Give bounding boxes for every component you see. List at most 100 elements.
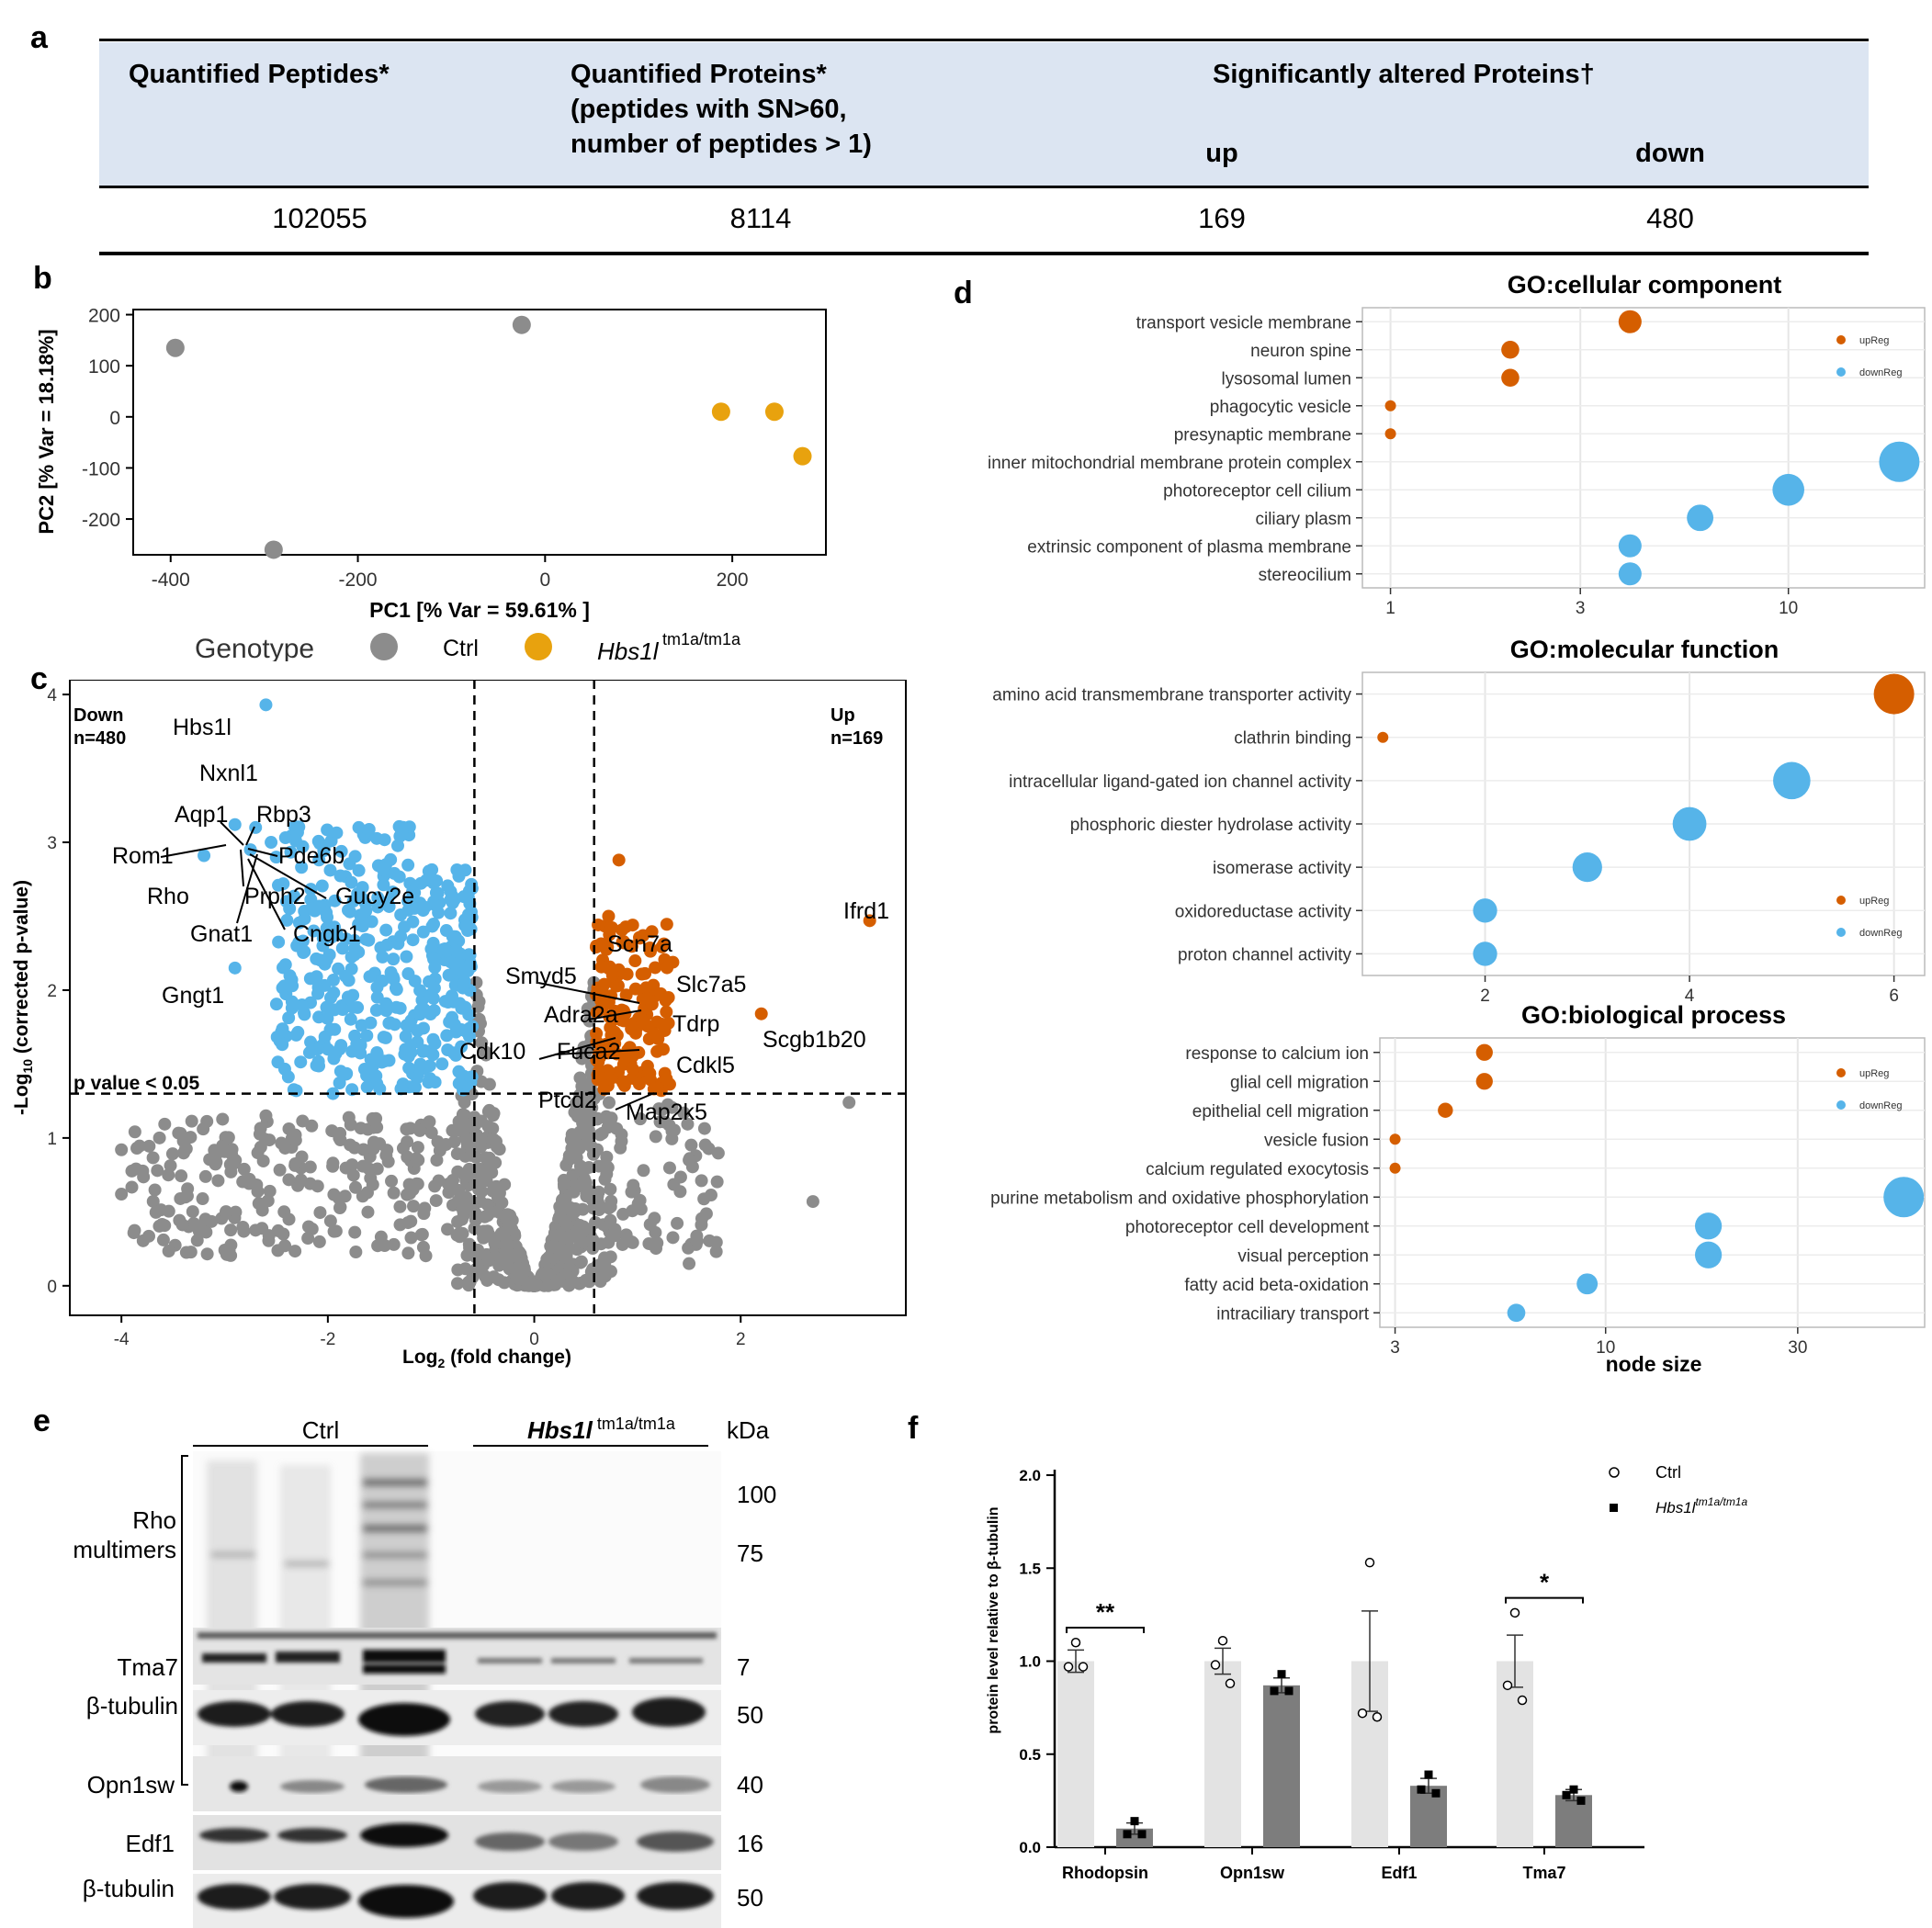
- volcano-point-ns: [695, 1218, 708, 1232]
- volcano-point-down: [462, 948, 476, 962]
- volcano-point-down: [444, 885, 458, 898]
- volcano-point-ns: [577, 1173, 591, 1187]
- volcano-point-up: [605, 968, 619, 982]
- bar-significance-label: **: [1096, 1598, 1115, 1626]
- blot-marker-7: 7: [737, 1653, 750, 1681]
- gene-label-adra2a: Adra2a: [544, 1002, 618, 1028]
- volcano-xlabel: Log2 (fold change): [402, 1347, 571, 1370]
- volcano-point-down: [278, 831, 292, 845]
- volcano-point-ns: [229, 1205, 243, 1219]
- volcano-point-ns: [695, 1174, 708, 1188]
- bar-marks: ***: [1057, 1557, 1592, 1847]
- go-dot-downReg: [1879, 441, 1920, 482]
- volcano-point-down: [379, 923, 393, 937]
- volcano-point-down: [406, 933, 420, 947]
- go-dot-downReg: [1883, 1177, 1925, 1218]
- bar-point-ctrl: [1357, 1708, 1368, 1719]
- volcano-point-ns: [344, 1118, 357, 1132]
- table-header-significant: Significantly altered Proteins†: [1213, 60, 1595, 89]
- volcano-point-ns: [502, 1222, 515, 1235]
- volcano-point-down: [329, 926, 343, 940]
- go-dot-downReg: [1773, 761, 1811, 800]
- volcano-point-ns: [149, 1205, 163, 1219]
- volcano-point-ns: [604, 1182, 617, 1196]
- table-subheader-up: up: [1205, 139, 1238, 168]
- volcano-point-ns: [649, 1130, 662, 1144]
- pca-xtick-label: -400: [152, 569, 190, 591]
- volcano-point-ns: [362, 1162, 376, 1176]
- blot-marker-100: 100: [737, 1481, 776, 1508]
- volcano-point-ns: [345, 1158, 359, 1172]
- volcano-point-ns: [573, 1106, 587, 1120]
- blot-tubulin2-label: β-tubulin: [83, 1875, 175, 1902]
- go-dot-downReg: [1473, 898, 1497, 923]
- volcano-point-ns: [209, 1156, 223, 1169]
- pca-ytick-label: -100: [82, 458, 120, 479]
- bar-chart: 0.0 0.5 1.0 1.5 2.0 Rhodopsin Opn1sw Edf1 Tma7 *…: [986, 1463, 1747, 1882]
- bar-point-mut: [1417, 1785, 1426, 1794]
- volcano-point-down: [394, 930, 408, 943]
- volcano-point-ns: [329, 1224, 343, 1238]
- gene-label-ifrd1: Ifrd1: [843, 898, 889, 924]
- volcano-point-ns: [666, 1231, 680, 1245]
- go-term-label: purine metabolism and oxidative phosphor…: [990, 1189, 1369, 1208]
- volcano-point-down: [285, 995, 299, 1009]
- volcano-point-up: [612, 853, 626, 867]
- volcano-point-up: [633, 931, 647, 945]
- volcano-point-down: [289, 1028, 303, 1042]
- bar-point-mut: [1424, 1770, 1433, 1779]
- bar-point-ctrl: [1070, 1638, 1081, 1648]
- go-xtick-label: 1: [1385, 599, 1395, 618]
- volcano-point-ns: [556, 1193, 570, 1207]
- volcano-point-ns: [511, 1261, 525, 1275]
- volcano-down-n: n=480: [73, 728, 126, 749]
- volcano-point-ns: [430, 1154, 444, 1167]
- volcano-point-up: [643, 944, 657, 958]
- volcano-point-ns: [417, 1207, 431, 1221]
- volcano-point-ns: [361, 1205, 375, 1219]
- volcano-point-ns: [151, 1164, 164, 1178]
- gene-leader-line: [236, 853, 258, 924]
- volcano-point-ns: [254, 1122, 267, 1135]
- go-dot-upReg: [1389, 1133, 1401, 1145]
- volcano-point-down: [265, 836, 278, 850]
- blot-rho-label-2: multimers: [73, 1536, 176, 1563]
- bar-ytick-label: 0.0: [1019, 1839, 1041, 1856]
- table-header-proteins-1: Quantified Proteins*: [571, 60, 827, 89]
- gene-leader-line: [615, 1092, 655, 1111]
- go-xtick-label: 4: [1685, 987, 1695, 1006]
- volcano-point-ns: [451, 1263, 465, 1277]
- volcano-point-ns: [671, 1216, 684, 1230]
- volcano-xtick-label: 0: [529, 1330, 539, 1349]
- volcano-point-down: [370, 980, 384, 994]
- gene-leader-line: [247, 848, 278, 857]
- volcano-point-down: [296, 840, 310, 853]
- volcano-point-up: [643, 1066, 657, 1080]
- volcano-point-ns: [648, 1212, 661, 1225]
- volcano-point-down: [354, 908, 367, 922]
- bar-significance-bracket: [1066, 1627, 1145, 1634]
- gene-label-ptcd2: Ptcd2: [538, 1088, 597, 1113]
- table-value-up: 169: [1198, 202, 1246, 234]
- bar-point-ctrl: [1517, 1695, 1528, 1706]
- volcano-point-ns: [702, 1142, 716, 1156]
- gene-label-rbp3: Rbp3: [256, 802, 311, 828]
- go-legend-up-dot: [1836, 335, 1846, 344]
- volcano-point-down: [294, 1055, 308, 1069]
- volcano-labeled-point: [198, 849, 211, 863]
- go-term-label: proton channel activity: [1178, 945, 1352, 964]
- volcano-point-ns: [470, 1179, 484, 1193]
- volcano-point-ns: [198, 1212, 212, 1226]
- volcano-point-ns: [432, 1174, 446, 1188]
- volcano-point-ns: [162, 1245, 175, 1258]
- go-legend-down-dot: [1836, 928, 1846, 937]
- pca-point-mut: [793, 446, 812, 466]
- volcano-point-up: [658, 1019, 672, 1032]
- volcano-point-ns: [491, 1273, 505, 1287]
- go-legend-up-dot: [1836, 1068, 1846, 1077]
- volcano-point-up: [661, 961, 674, 975]
- go-dot-downReg: [1672, 806, 1707, 841]
- volcano-point-down: [411, 1024, 424, 1038]
- gene-leader-line: [554, 1049, 640, 1055]
- go-frame: [1361, 307, 1926, 589]
